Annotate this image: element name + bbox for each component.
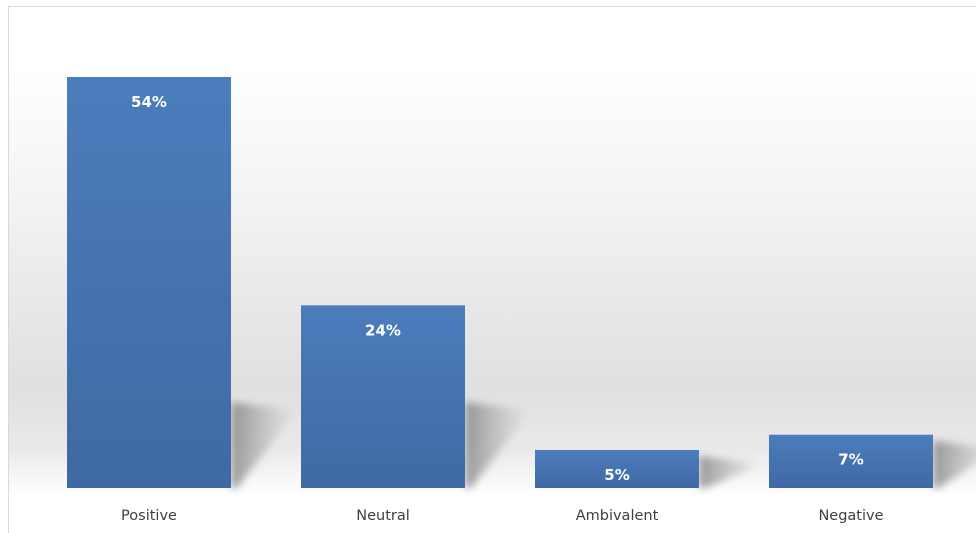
data-labels-group: 54% 24% 5% 7% — [131, 93, 864, 484]
tick-label-positive: Positive — [121, 508, 177, 524]
tick-label-neutral: Neutral — [356, 508, 410, 524]
tick-label-ambivalent: Ambivalent — [576, 508, 659, 524]
bar-shadow-neutral — [465, 402, 531, 488]
bar-shadows — [231, 402, 976, 488]
bar-negative — [769, 434, 933, 488]
bar-ambivalent — [535, 449, 699, 488]
bars-group — [67, 77, 933, 488]
bar-neutral — [301, 305, 465, 488]
data-label-negative: 7% — [838, 451, 863, 469]
tick-label-negative: Negative — [818, 508, 883, 524]
category-axis: Positive Neutral Ambivalent Negative — [121, 508, 884, 524]
data-label-positive: 54% — [131, 93, 167, 111]
bar-positive — [67, 77, 231, 488]
bar-shadow-ambivalent — [699, 455, 765, 488]
data-label-neutral: 24% — [365, 321, 401, 339]
bar-shadow-negative — [933, 440, 976, 488]
bar-shadow-positive — [231, 402, 297, 488]
data-label-ambivalent: 5% — [604, 466, 629, 484]
